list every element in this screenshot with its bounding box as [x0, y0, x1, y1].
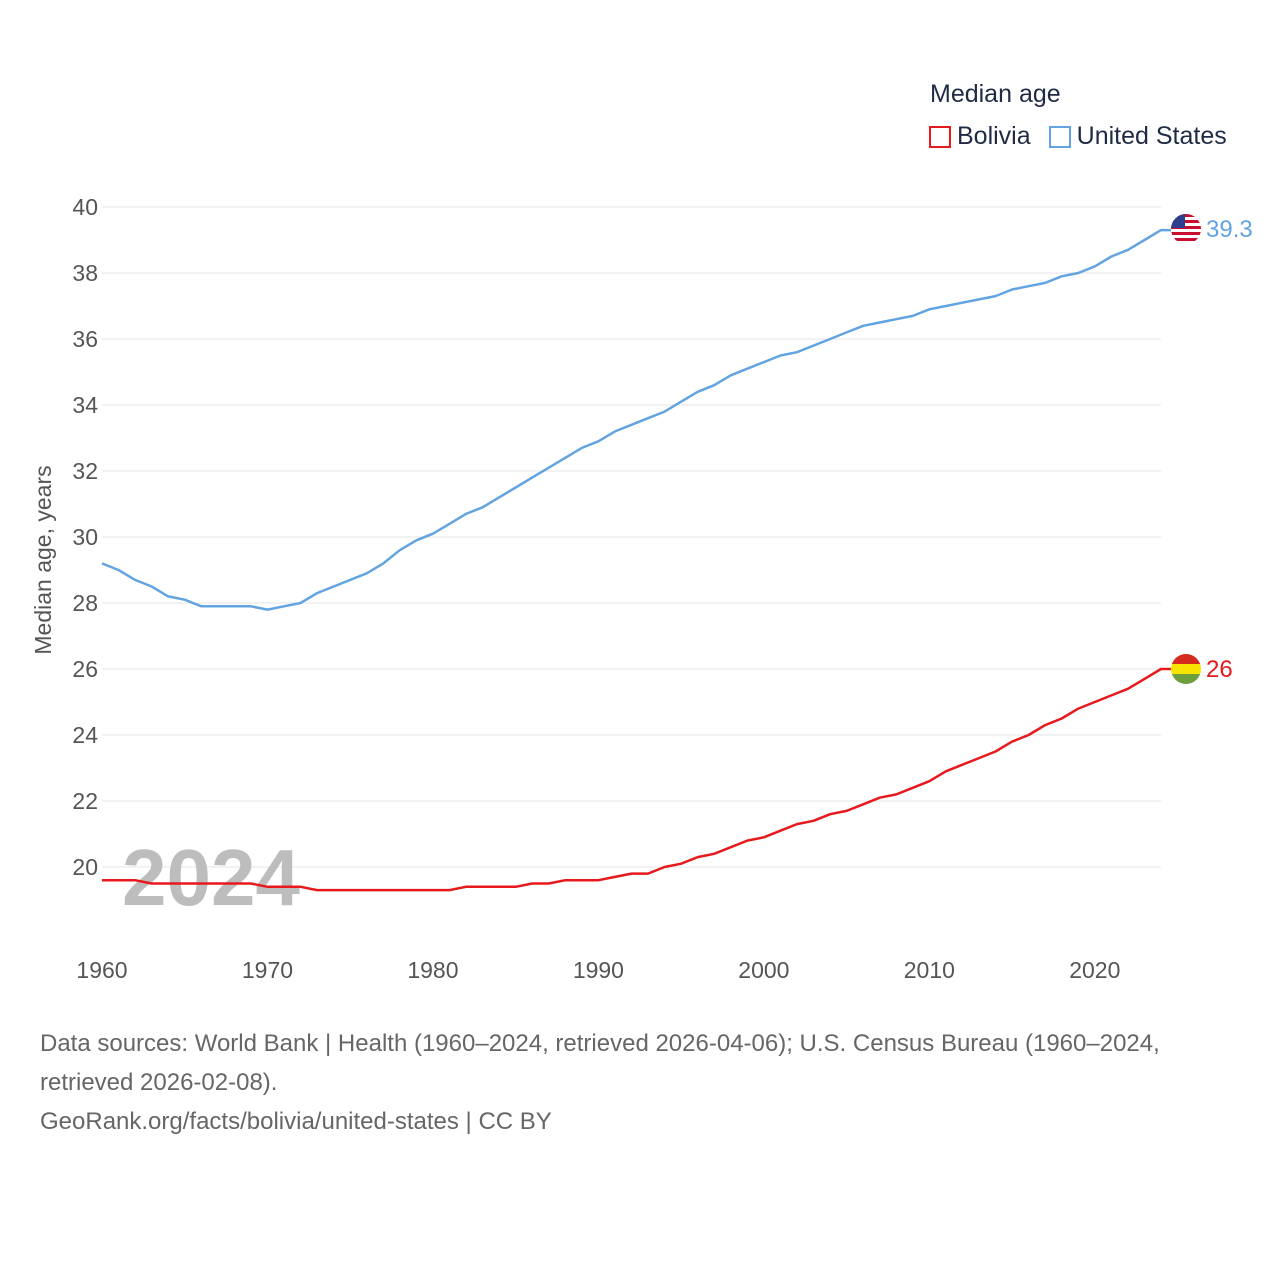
y-tick-label: 26	[72, 656, 98, 682]
x-tick-label: 2000	[738, 957, 789, 983]
united-states-end-value: 39.3	[1206, 216, 1253, 243]
y-tick-label: 20	[72, 854, 98, 880]
year-overlay: 2024	[122, 833, 300, 922]
x-tick-label: 1990	[573, 957, 624, 983]
legend-label-bolivia: Bolivia	[957, 122, 1031, 150]
legend-swatch-bolivia	[929, 125, 951, 148]
y-tick-label: 40	[72, 194, 98, 220]
legend-item-bolivia[interactable]: Bolivia	[929, 122, 1031, 151]
y-tick-label: 30	[72, 524, 98, 550]
y-tick-label: 24	[72, 722, 98, 748]
legend: Bolivia United States	[929, 122, 1245, 151]
bolivia-end-value: 26	[1206, 656, 1233, 683]
attribution-link[interactable]: GeoRank.org/facts/bolivia/united-states …	[40, 1108, 552, 1135]
grid-lines	[102, 206, 1161, 868]
y-tick-label: 22	[72, 788, 98, 814]
series-lines	[101, 228, 1171, 892]
y-tick-label: 38	[72, 260, 98, 286]
x-tick-label: 1980	[407, 957, 458, 983]
y-tick-label: 36	[72, 326, 98, 352]
legend-swatch-united-states	[1048, 125, 1071, 148]
x-tick-label: 2020	[1069, 957, 1120, 983]
legend-label-united-states: United States	[1076, 122, 1227, 150]
y-axis-label: Median age, years	[30, 465, 56, 654]
data-sources: Data sources: World Bank | Health (1960–…	[40, 1024, 1250, 1141]
y-tick-label: 34	[72, 392, 98, 418]
y-tick-label: 28	[72, 590, 98, 616]
x-tick-label: 1970	[242, 957, 293, 983]
series-line-united-states[interactable]	[101, 228, 1171, 611]
sources-text: Data sources: World Bank | Health (1960–…	[40, 1030, 1160, 1096]
united-states-flag-icon	[1171, 214, 1201, 244]
x-axis-ticks: 1960 1970 1980 1990 2000 2010 2020	[76, 957, 1120, 983]
legend-item-united-states[interactable]: United States	[1048, 122, 1227, 151]
y-axis-ticks: 20 22 24 26 28 30 32 34 36 38 40	[72, 194, 98, 880]
bolivia-flag-icon	[1171, 654, 1201, 684]
x-tick-label: 2010	[904, 957, 955, 983]
x-tick-label: 1960	[76, 957, 127, 983]
y-tick-label: 32	[72, 458, 98, 484]
legend-title: Median age	[930, 80, 1061, 108]
line-chart: 2024 20 22 24 26 28 30 32 34 36 38 40 1960 1970 1980…	[30, 194, 1253, 983]
series-line-bolivia[interactable]	[102, 667, 1171, 892]
